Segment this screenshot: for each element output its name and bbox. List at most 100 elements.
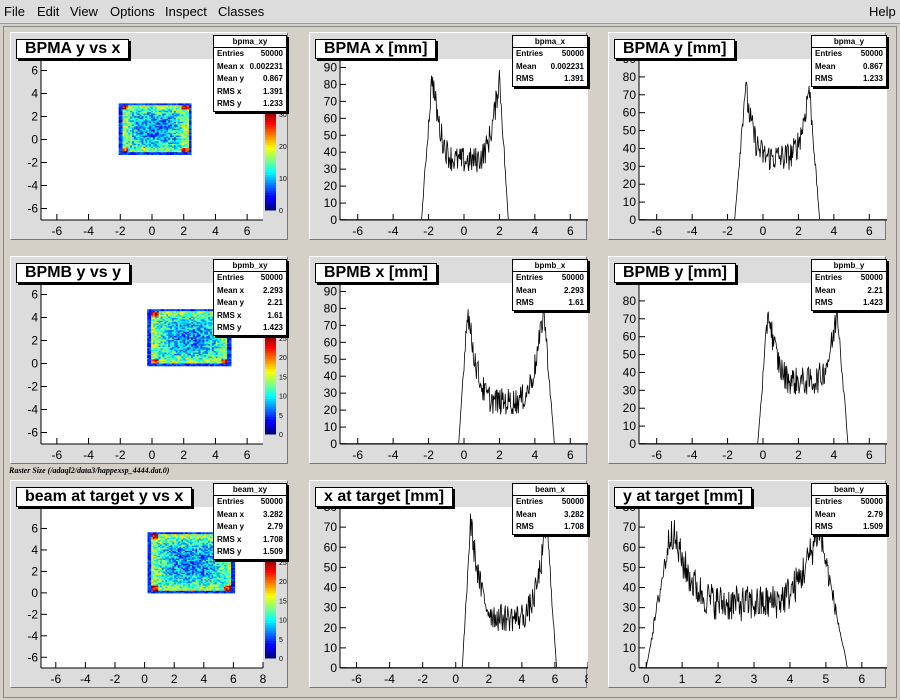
heatmap-cell — [149, 591, 152, 594]
heatmap-cell — [147, 340, 150, 343]
heatmap-cell — [141, 124, 144, 126]
heatmap-cell — [170, 117, 173, 120]
heatmap-cell — [149, 364, 152, 367]
heatmap-cell — [202, 347, 205, 350]
heatmap-cell — [177, 589, 181, 591]
stats-box[interactable]: bpmb_y Entries 50000 Mean 2.21 RMS 1.423 — [811, 259, 887, 311]
heatmap-cell — [191, 549, 195, 551]
heatmap-cell — [188, 560, 191, 563]
heatmap-cell — [179, 564, 182, 567]
heatmap-cell — [160, 111, 163, 114]
heatmap-cell — [204, 320, 207, 323]
heatmap-cell — [202, 352, 205, 354]
heatmap-cell — [177, 104, 181, 107]
heatmap-cell — [167, 579, 170, 582]
heatmap-cell — [190, 567, 193, 569]
menu-edit[interactable]: Edit — [37, 4, 60, 19]
heatmap-cell — [179, 148, 182, 151]
menu-file[interactable]: File — [4, 4, 25, 19]
heatmap-cell — [152, 542, 156, 545]
heatmap-cell — [152, 325, 156, 328]
pad-bpma_y[interactable]: -6 -4 -2 0 2 4 6 0 10 20 30 40 50 60 70 80 90 BPMA y [mm]… — [608, 32, 887, 240]
heatmap-cell — [168, 549, 172, 551]
heatmap-cell — [189, 324, 192, 327]
pad-bpma_x[interactable]: -6 -4 -2 0 2 4 6 0 10 20 30 40 50 60 70 80 90 BPMA x [mm]… — [309, 32, 588, 240]
stats-box[interactable]: bpmb_x Entries 50000 Mean 2.293 RMS 1.61 — [512, 259, 588, 311]
heatmap-cell — [156, 140, 160, 143]
heatmap-cell — [189, 360, 192, 363]
menu-view[interactable]: View — [70, 4, 98, 19]
menu-inspect[interactable]: Inspect — [165, 4, 207, 19]
heatmap-cell — [147, 118, 150, 121]
menu-options[interactable]: Options — [110, 4, 155, 19]
heatmap-cell — [132, 117, 135, 120]
pad-bpmb_y[interactable]: -6 -4 -2 0 2 4 6 0 10 20 30 40 50 60 70 80 BPMB y [mm] bp… — [608, 256, 887, 464]
heatmap-cell — [185, 117, 188, 120]
heatmap-cell — [147, 542, 150, 545]
heatmap-cell — [135, 103, 139, 106]
heatmap-cell — [154, 118, 158, 121]
heatmap-cell — [186, 581, 189, 584]
heatmap-cell — [219, 345, 222, 347]
pad-beam_xy[interactable]: 0 5 10 15 20 25 -6 -4 -2 0 2 4 6 8 -6 -4 -2 0 2 4 6 beam at t… — [10, 480, 288, 688]
heatmap-cell — [167, 589, 170, 591]
heatmap-cell — [158, 126, 162, 129]
stats-box[interactable]: bpmb_xy Entries 50000 Mean x 2.293 Mean y 2.21… — [213, 259, 287, 336]
heatmap-cell — [122, 119, 125, 122]
heatmap-cell — [195, 569, 198, 572]
heatmap-cell — [175, 358, 179, 361]
heatmap-cell — [189, 113, 192, 115]
heatmap-cell — [170, 587, 173, 590]
heatmap-cell — [152, 573, 156, 576]
heatmap-cell — [200, 347, 203, 350]
heatmap-cell — [206, 335, 209, 338]
heatmap-cell — [168, 137, 171, 140]
heatmap-cell — [177, 357, 181, 360]
heatmap-cell — [210, 350, 213, 353]
pad-bpmb_xy[interactable]: 0 5 10 15 20 25 -6 -4 -2 0 2 4 6 -6 -4 -2 0 2 4 6 BPMB y vs … — [10, 256, 288, 464]
heatmap-cell — [156, 583, 159, 586]
stats-value: 2.293 — [262, 285, 283, 295]
heatmap-cell — [161, 545, 165, 547]
menu-classes[interactable]: Classes — [218, 4, 265, 19]
heatmap-cell — [149, 546, 152, 549]
heatmap-cell — [149, 321, 152, 324]
heatmap-cell — [193, 533, 197, 536]
heatmap-cell — [160, 332, 163, 335]
heatmap-cell — [170, 343, 173, 346]
heatmap-cell — [177, 124, 181, 126]
heatmap-cell — [171, 342, 175, 345]
heatmap-cell — [139, 124, 143, 126]
heatmap-cell — [197, 587, 200, 590]
pad-bpmb_x[interactable]: -6 -4 -2 0 2 4 6 0 10 20 30 40 50 60 70 80 90 BPMB x [mm]… — [309, 256, 588, 464]
heatmap-cell — [168, 336, 171, 339]
stats-box[interactable]: bpma_x Entries 50000 Mean 0.002231 RMS 1.391 — [512, 35, 588, 87]
pad-bpma_xy[interactable]: 0 10 20 30 -6 -4 -2 0 2 4 6 -6 -4 -2 0 2 4 6 BPMA y vs x bp… — [10, 32, 288, 240]
heatmap-cell — [167, 570, 170, 573]
heatmap-cell — [181, 108, 184, 111]
heatmap-cell — [179, 139, 182, 142]
heatmap-cell — [154, 313, 158, 316]
heatmap-cell — [187, 314, 190, 317]
y-tick-label: 10 — [623, 195, 637, 209]
menu-help[interactable]: Help — [869, 4, 896, 19]
heatmap-cell — [189, 111, 192, 114]
stats-row: RMS x 1.61 — [214, 310, 286, 323]
heatmap-cell — [151, 590, 154, 593]
heatmap-cell — [229, 347, 232, 350]
heatmap-cell — [221, 360, 224, 363]
heatmap-cell — [181, 334, 184, 336]
heatmap-cell — [183, 129, 186, 132]
heatmap-cell — [158, 356, 162, 359]
stats-box[interactable]: bpma_y Entries 50000 Mean 0.867 RMS 1.233 — [811, 35, 887, 87]
heatmap-cell — [177, 577, 181, 580]
y-tick-label: 4 — [31, 87, 38, 101]
heatmap-cell — [154, 136, 158, 139]
heatmap-cell — [120, 125, 124, 128]
heatmap-cell — [171, 316, 175, 318]
heatmap-cell — [184, 556, 188, 559]
heatmap-cell — [172, 543, 175, 546]
heatmap-cell — [152, 340, 156, 343]
heatmap-cell — [189, 347, 192, 350]
